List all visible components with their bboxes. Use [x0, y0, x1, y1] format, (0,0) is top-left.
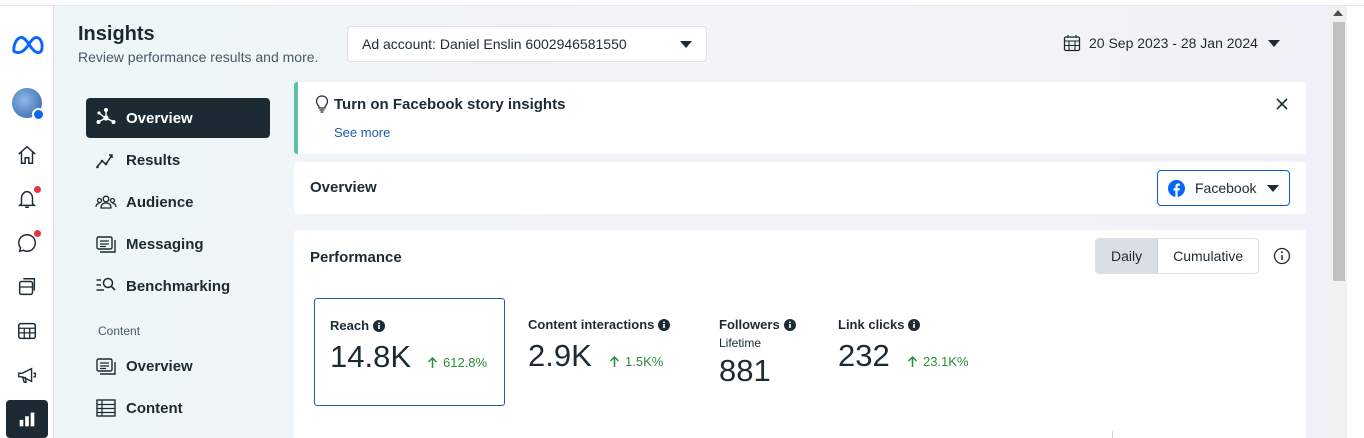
left-rail — [0, 6, 54, 438]
scroll-up-arrow-icon[interactable] — [1333, 10, 1343, 16]
daily-toggle[interactable]: Daily — [1096, 239, 1159, 273]
nav-item-results[interactable]: Results — [86, 140, 270, 180]
metric-reach[interactable]: Reach 14.8K 612.8% — [314, 298, 505, 406]
messages-icon[interactable] — [6, 224, 48, 262]
chart-divider — [1112, 431, 1113, 438]
ad-account-label: Ad account: Daniel Enslin 6002946581550 — [362, 36, 627, 52]
nav-item-label: Content — [126, 399, 183, 417]
content-table-icon — [96, 399, 116, 417]
arrow-up-icon — [427, 356, 438, 368]
nav-item-label: Overview — [126, 109, 193, 127]
browser-top-edge — [0, 0, 1364, 6]
facebook-badge-icon — [32, 108, 45, 121]
scrollbar-thumb[interactable] — [1333, 22, 1345, 281]
metric-followers[interactable]: Followers Lifetime 881 — [704, 298, 814, 406]
metric-delta: 1.5K% — [609, 354, 663, 369]
nav-section-content: Content — [98, 324, 141, 338]
date-range-picker[interactable]: 20 Sep 2023 - 28 Jan 2024 — [1063, 34, 1280, 52]
home-icon[interactable] — [6, 136, 48, 174]
overview-icon — [96, 108, 116, 124]
close-icon[interactable] — [1274, 96, 1290, 112]
metric-value: 14.8K — [330, 339, 412, 374]
metric-value: 232 — [838, 338, 890, 373]
overview-card: Overview Facebook — [294, 162, 1306, 214]
insights-icon[interactable] — [6, 400, 48, 438]
meta-logo-icon[interactable] — [6, 26, 48, 64]
date-range-label: 20 Sep 2023 - 28 Jan 2024 — [1089, 35, 1258, 51]
messaging-icon — [96, 236, 116, 253]
nav-item-label: Overview — [126, 357, 193, 375]
nav-item-content-overview[interactable]: Overview — [86, 346, 270, 386]
nav-item-benchmarking[interactable]: Benchmarking — [86, 266, 270, 306]
info-icon[interactable] — [1273, 247, 1291, 265]
audience-icon — [95, 195, 117, 209]
arrow-up-icon — [907, 355, 918, 367]
megaphone-icon[interactable] — [6, 356, 48, 394]
content-overview-icon — [96, 358, 116, 375]
window-edge — [1347, 6, 1364, 438]
table-icon[interactable] — [6, 312, 48, 350]
see-more-link[interactable]: See more — [334, 125, 391, 140]
metric-value: 881 — [719, 353, 771, 388]
page-title: Insights — [78, 23, 155, 45]
lightbulb-icon — [315, 95, 329, 113]
metric-content-interactions[interactable]: Content interactions 2.9K 1.5K% — [513, 298, 698, 406]
chevron-down-icon — [1267, 39, 1280, 47]
cumulative-toggle[interactable]: Cumulative — [1173, 248, 1244, 264]
metric-delta: 612.8% — [427, 355, 487, 370]
ad-account-select[interactable]: Ad account: Daniel Enslin 6002946581550 — [347, 26, 707, 62]
platform-select[interactable]: Facebook — [1157, 170, 1290, 206]
chevron-down-icon — [680, 40, 692, 48]
nav-item-label: Results — [126, 151, 181, 169]
benchmarking-icon — [96, 277, 116, 291]
page-avatar[interactable] — [6, 84, 48, 122]
nav-item-label: Messaging — [126, 235, 204, 253]
nav-item-audience[interactable]: Audience — [86, 182, 270, 222]
calendar-icon — [1063, 35, 1081, 52]
info-icon[interactable] — [783, 318, 796, 331]
performance-card: Performance Daily Cumulative Reach 14.8K… — [294, 230, 1306, 438]
main-area: Insights Review performance results and … — [55, 6, 1329, 438]
metric-sublabel: Lifetime — [719, 336, 762, 350]
overview-title: Overview — [310, 179, 377, 196]
results-icon — [96, 154, 113, 169]
metric-link-clicks[interactable]: Link clicks 232 23.1K% — [823, 298, 1003, 406]
nav-item-label: Audience — [126, 193, 194, 211]
platform-label: Facebook — [1195, 180, 1257, 196]
metric-value: 2.9K — [528, 338, 592, 373]
arrow-up-icon — [609, 355, 620, 367]
metric-delta: 23.1K% — [907, 354, 969, 369]
info-icon[interactable] — [373, 319, 386, 332]
info-icon[interactable] — [658, 318, 671, 331]
notifications-icon[interactable] — [6, 180, 48, 218]
performance-title: Performance — [310, 249, 402, 266]
metric-label: Reach — [330, 318, 386, 333]
banner-title: Turn on Facebook story insights — [334, 96, 566, 113]
story-insights-banner: Turn on Facebook story insights See more — [294, 82, 1306, 154]
page-subtitle: Review performance results and more. — [78, 49, 319, 65]
metric-label: Content interactions — [528, 317, 671, 332]
nav-item-messaging[interactable]: Messaging — [86, 224, 270, 264]
chevron-down-icon — [1267, 184, 1279, 192]
metric-label: Followers — [719, 317, 796, 332]
nav-item-content[interactable]: Content — [86, 388, 270, 428]
metric-label: Link clicks — [838, 317, 921, 332]
facebook-icon — [1168, 179, 1185, 197]
nav-item-overview[interactable]: Overview — [86, 98, 270, 138]
info-icon[interactable] — [908, 318, 921, 331]
daily-cumulative-toggle: Daily Cumulative — [1095, 238, 1260, 274]
pages-icon[interactable] — [6, 268, 48, 306]
nav-item-label: Benchmarking — [126, 277, 231, 295]
